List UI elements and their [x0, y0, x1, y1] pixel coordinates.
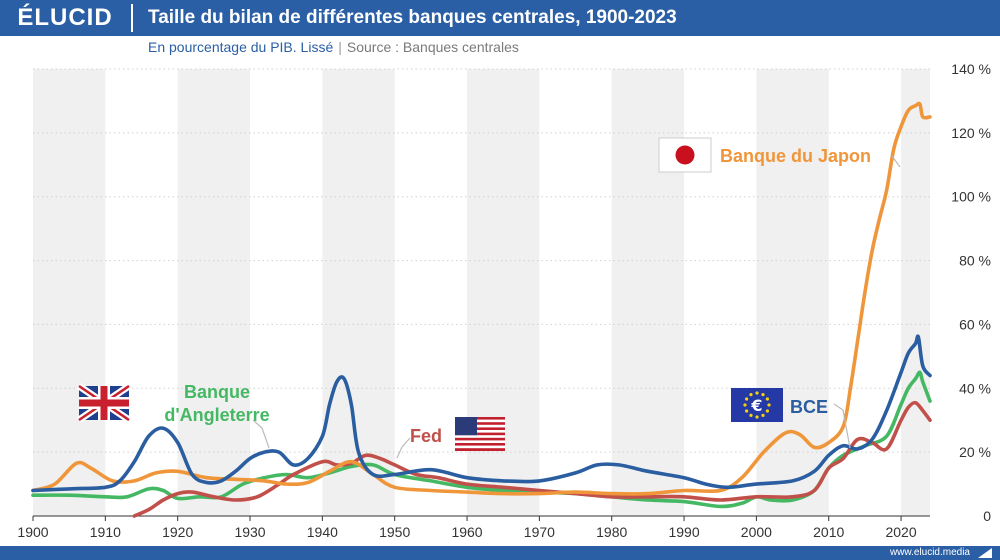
eu-star [765, 397, 769, 401]
y-tick-label: 40 % [959, 380, 991, 396]
x-tick-label: 1920 [162, 524, 193, 540]
x-tick-label: 1940 [307, 524, 338, 540]
eu-star [765, 409, 769, 413]
brand-logo: ÉLUCID [17, 4, 113, 31]
eu-star [743, 403, 747, 407]
decade-band [611, 69, 685, 516]
eu-star [767, 403, 771, 407]
footer-bar: www.elucid.media [0, 546, 1000, 560]
y-tick-label: 140 % [951, 61, 991, 77]
subtitle-separator: | [338, 39, 342, 55]
subtitle-text: En pourcentage du PIB. Lissé [148, 39, 334, 55]
eu-star [755, 415, 759, 419]
y-tick-label: 20 % [959, 444, 991, 460]
eu-star [749, 393, 753, 397]
y-tick-label: 60 % [959, 316, 991, 332]
y-tick-label: 100 % [951, 189, 991, 205]
x-tick-label: 1910 [90, 524, 121, 540]
footer-triangle-icon [978, 548, 992, 558]
ecb-label: BCE [790, 397, 828, 417]
y-tick-label: 80 % [959, 253, 991, 269]
decade-band [756, 69, 829, 516]
header-divider [131, 4, 133, 32]
decade-band [901, 69, 930, 516]
eu-star [761, 393, 765, 397]
x-tick-label: 1960 [451, 524, 482, 540]
chart-annotations: Banque d'Angleterre Fed € BCE [77, 137, 901, 459]
japan-flag-icon [658, 137, 712, 173]
us-flag-icon [455, 417, 505, 451]
fed-leader-line [396, 437, 411, 459]
x-tick-label: 2020 [885, 524, 916, 540]
series-line-ecb [31, 334, 932, 493]
svg-text:€: € [750, 396, 762, 415]
chart-series [31, 101, 932, 518]
japan-label: Banque du Japon [720, 146, 871, 166]
eu-star [749, 413, 753, 417]
uk-flag-icon [77, 383, 131, 423]
japan-leader-line [891, 155, 901, 168]
ecb-leader-line [833, 403, 851, 449]
header-bar: ÉLUCID Taille du bilan de différentes ba… [0, 0, 1000, 36]
series-line-fed [132, 400, 932, 518]
chart-title: Taille du bilan de différentes banques c… [148, 7, 677, 28]
footer-url[interactable]: www.elucid.media [889, 547, 970, 558]
eu-star [755, 391, 759, 395]
fed-label: Fed [410, 426, 442, 446]
x-tick-label: 2000 [741, 524, 772, 540]
england-label-line1: Banque [184, 382, 250, 402]
x-axis: 1900 1910 1920 1930 1940 1950 1960 1970 1980 1990… [17, 516, 917, 540]
x-tick-label: 1930 [234, 524, 265, 540]
x-tick-label: 1990 [668, 524, 699, 540]
y-tick-label: 120 % [951, 125, 991, 141]
x-tick-label: 1980 [596, 524, 627, 540]
eu-star [761, 413, 765, 417]
england-label-line2: d'Angleterre [164, 405, 269, 425]
x-tick-label: 1950 [379, 524, 410, 540]
x-tick-label: 2010 [813, 524, 844, 540]
y-axis: 0 20 % 40 % 60 % 80 % 100 % 120 % 140 % [951, 61, 991, 524]
eu-star [745, 397, 749, 401]
chart-bands [33, 69, 930, 516]
decade-band [322, 69, 395, 516]
eu-flag-icon: € [731, 388, 783, 422]
decade-band [33, 69, 106, 516]
chart-subtitle: En pourcentage du PIB. Lissé | Source : Ba… [148, 39, 519, 55]
x-tick-label: 1970 [524, 524, 555, 540]
y-tick-label: 0 [983, 508, 991, 524]
eu-star [745, 409, 749, 413]
england-leader-line [252, 419, 270, 449]
source-text: Source : Banques centrales [346, 39, 519, 55]
x-tick-label: 1900 [17, 524, 48, 540]
decade-band [177, 69, 251, 516]
